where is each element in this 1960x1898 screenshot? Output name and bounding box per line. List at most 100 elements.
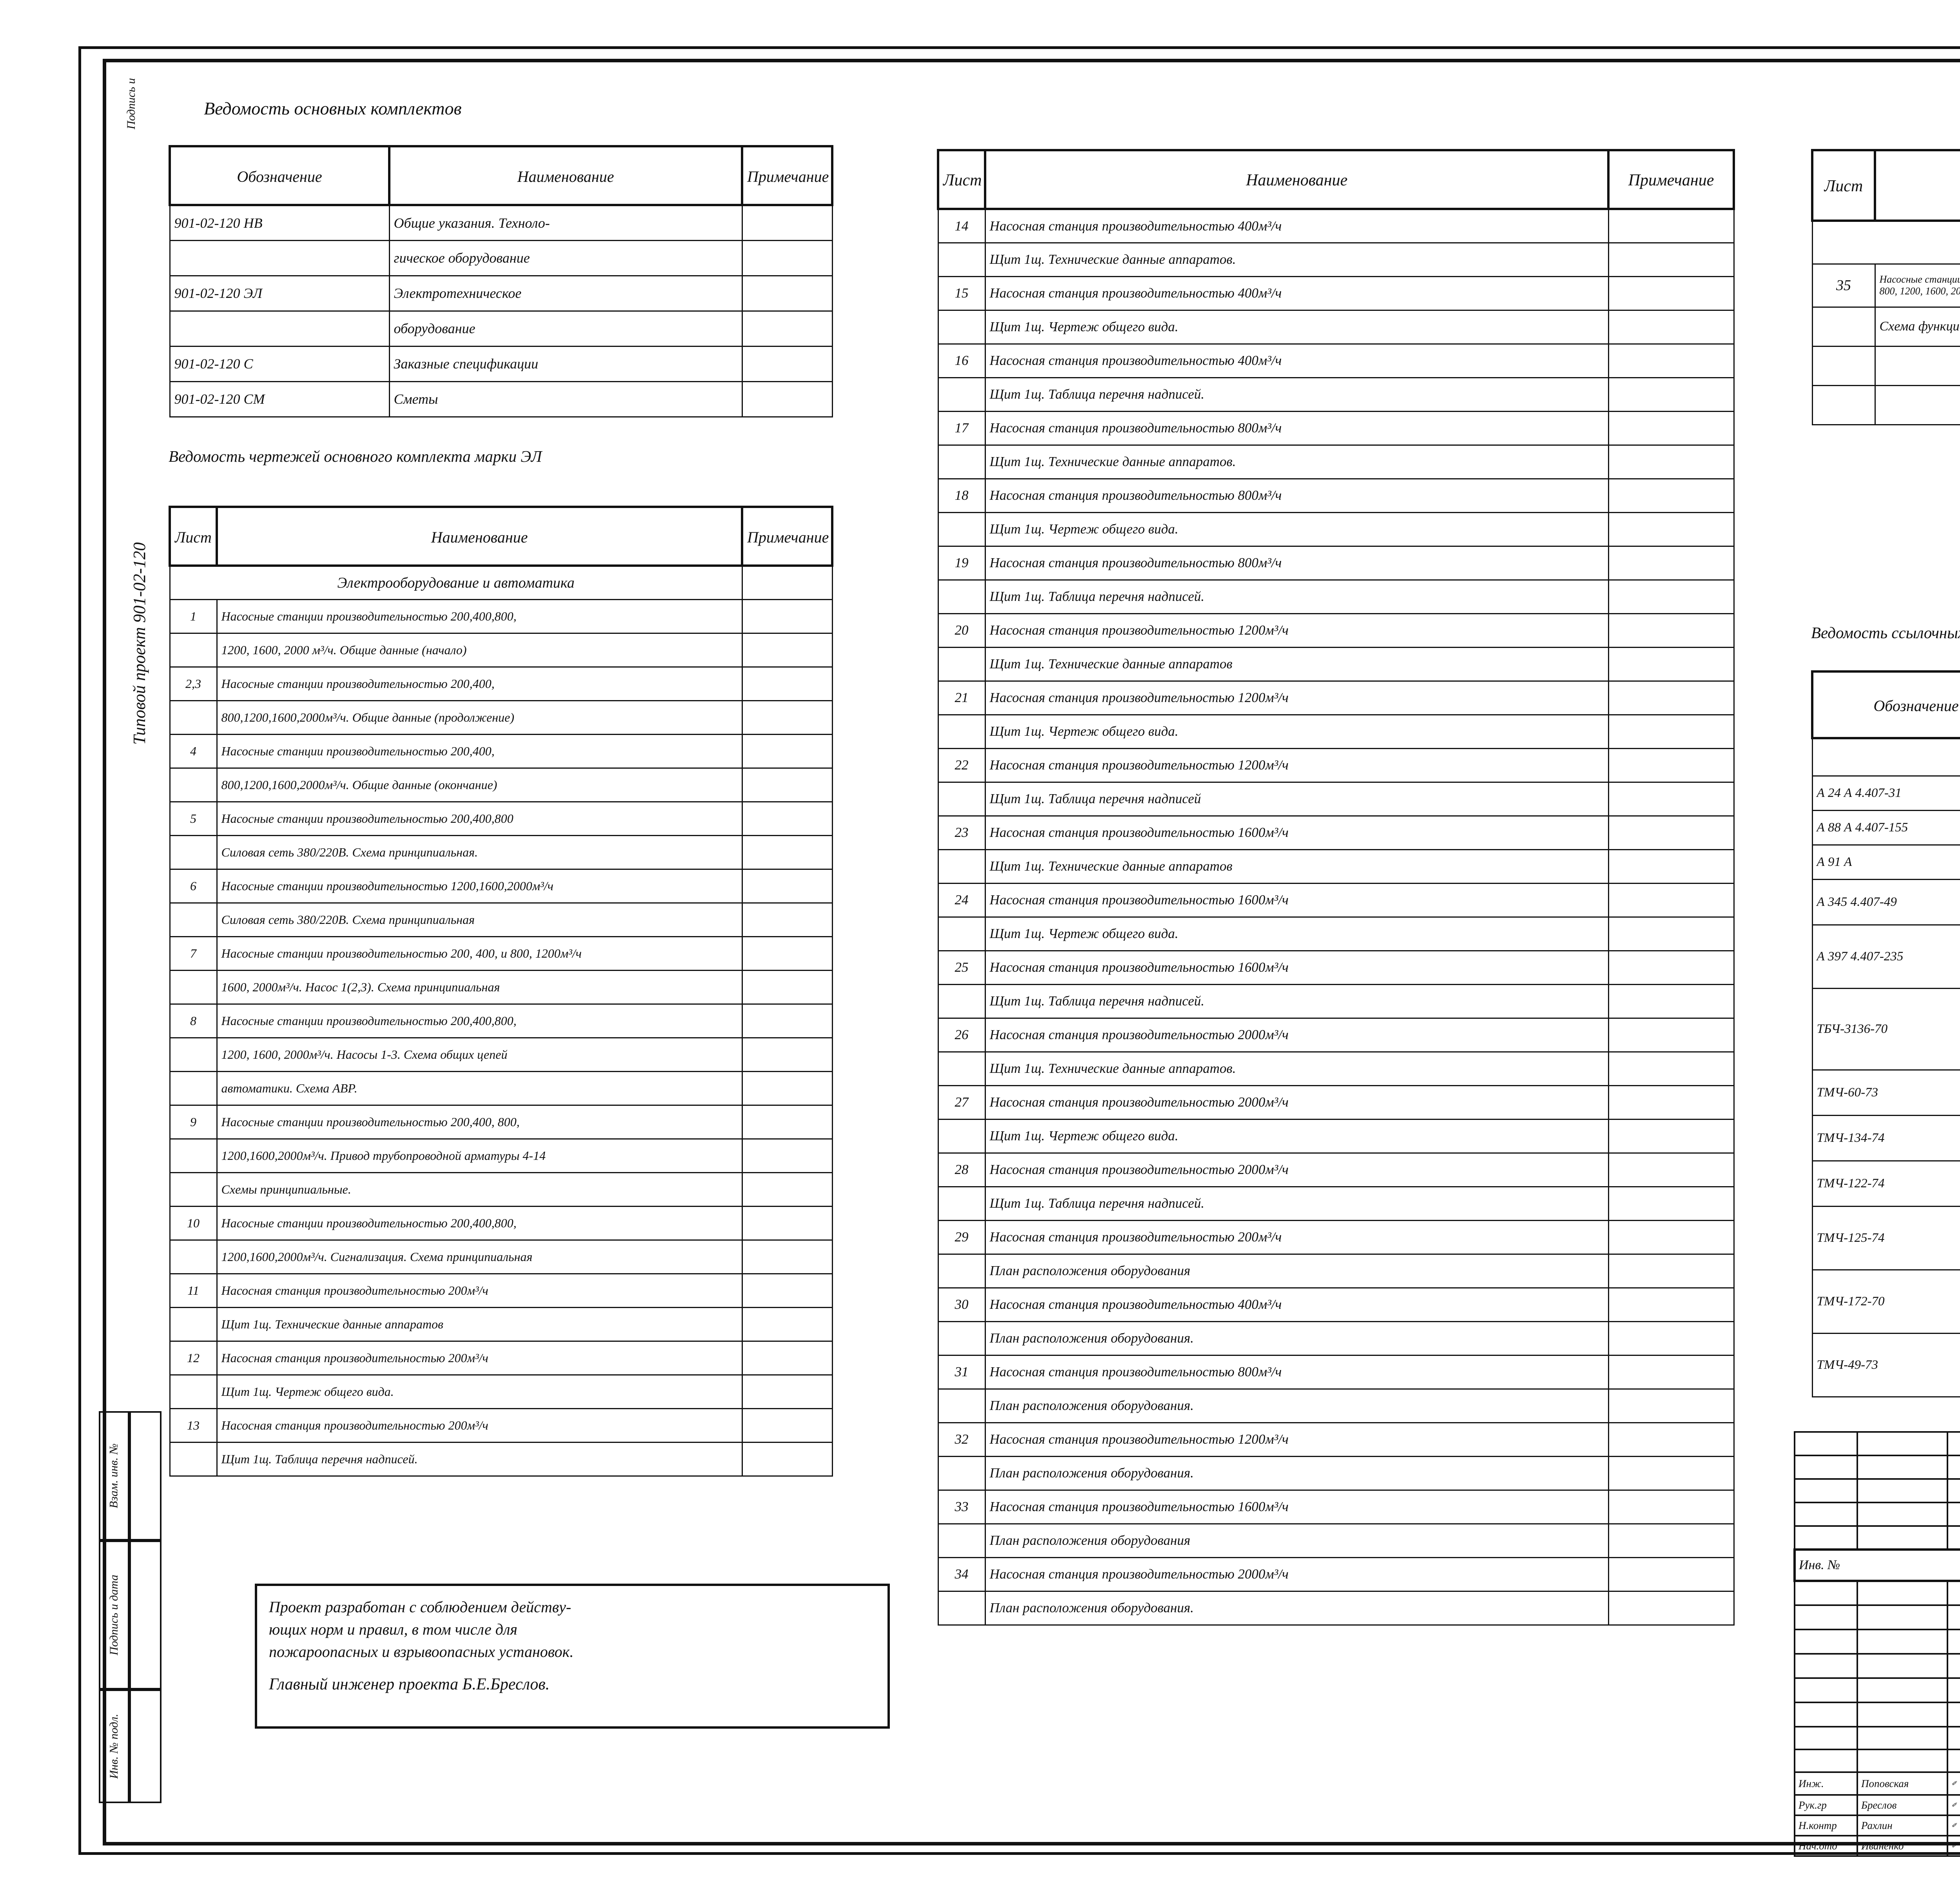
table-row: 13 Насосная станция производительностью 2… <box>169 1408 833 1443</box>
row-name: Насосная станция производительностью 160… <box>984 815 1609 850</box>
row-note <box>741 936 833 971</box>
table-row: 20 Насосная станция производительностью 1… <box>937 613 1735 648</box>
row-note <box>1608 1489 1735 1524</box>
row-name: автоматики. Схема АВР. <box>216 1071 743 1106</box>
row-sheet-number: 6 <box>169 868 218 904</box>
row-sheet-number: 8 <box>169 1003 218 1038</box>
table-row: Щит 1щ. Чертеж общего вида. <box>937 714 1735 749</box>
row-sheet-number: 33 <box>937 1489 986 1524</box>
row-note <box>741 1273 833 1308</box>
table-row: Щит 1щ. Чертеж общего вида. <box>937 916 1735 951</box>
table-row: Щит 1щ. Таблица перечня надписей. <box>169 1441 833 1477</box>
table-row: 24 Насосная станция производительностью 1… <box>937 882 1735 918</box>
complect-note <box>741 345 833 382</box>
middle-sheets-table: Лист Наименование Примечание 14 Насосная ста… <box>937 149 1735 1626</box>
complects-row: гическое оборудование <box>169 240 833 276</box>
row-name: План расположения оборудования. <box>984 1321 1609 1356</box>
sheet-frame-outer <box>78 46 1960 1855</box>
row-sheet-number: 4 <box>169 733 218 769</box>
row-sheet-number: 21 <box>937 680 986 715</box>
table-row: Силовая сеть 380/220В. Схема принципиаль… <box>169 902 833 937</box>
row-note <box>741 1104 833 1140</box>
table-row: 1200, 1600, 2000 м³/ч. Общие данные (нач… <box>169 632 833 668</box>
row-section-header: Электрооборудование и автоматика <box>169 565 743 600</box>
row-sheet-number <box>169 902 218 937</box>
row-name: 1200,1600,2000м³/ч. Привод трубопроводно… <box>216 1138 743 1173</box>
complect-note <box>741 204 833 241</box>
row-name-line-1: 800, 1200, 1600, 2000 м³/час <box>1879 285 1960 297</box>
ref-docs-row: ТМЧ-49-73Термометр манометрическийпоказы… <box>1811 1332 1960 1397</box>
table-row: 8 Насосные станции производительностью 20… <box>169 1003 833 1038</box>
row-name: Насосная станция производительностью 800… <box>984 545 1609 581</box>
table-row: 15 Насосная станция производительностью 4… <box>937 276 1735 311</box>
row-note <box>1608 781 1735 817</box>
row-note <box>1608 377 1735 412</box>
row-note <box>741 1239 833 1274</box>
table-row: План расположения оборудования. <box>937 1388 1735 1423</box>
side-stamp-label-1: Подпись и дата <box>107 1575 120 1655</box>
row-name: Насосная станция производительностью 200… <box>984 1017 1609 1052</box>
ref-docs-row: ТМЧ-60-73Дифманометры типа ДМ.Установка … <box>1811 1069 1960 1116</box>
table-row: 28 Насосная станция производительностью 2… <box>937 1152 1735 1187</box>
ref-code: ТМЧ-172-70 <box>1811 1269 1960 1334</box>
row-name: Насосные станции производительностью 200… <box>216 1205 743 1241</box>
row-sheet-number <box>169 969 218 1005</box>
row-note <box>741 1071 833 1106</box>
row-sheet-number: 18 <box>937 478 986 513</box>
row-note <box>741 1374 833 1409</box>
ref-code: ТМЧ-122-74 <box>1811 1160 1960 1207</box>
row-sheet-number <box>937 579 986 614</box>
row-note <box>1608 579 1735 614</box>
row-note <box>1608 1219 1735 1255</box>
table-row: Щит 1щ. Чертеж общего вида. <box>937 1118 1735 1154</box>
row-name: Щит 1щ. Технические данные аппаратов <box>984 849 1609 884</box>
row-note <box>1608 242 1735 277</box>
row-name: План расположения оборудования. <box>984 1388 1609 1423</box>
tb-name-3: Иваненко <box>1857 1835 1948 1857</box>
table-row: 5 Насосные станции производительностью 20… <box>169 801 833 836</box>
row-name: Щит 1щ. Чертеж общего вида. <box>984 714 1609 749</box>
row-sheet-number: 12 <box>169 1340 218 1375</box>
row-sheet-number <box>169 1441 218 1477</box>
row-name: Насосная станция производительностью 120… <box>984 1422 1609 1457</box>
complect-note <box>741 275 833 312</box>
complect-note <box>741 381 833 417</box>
row-name: Щит 1щ. Чертеж общего вида. <box>984 916 1609 951</box>
row-sheet-number: 9 <box>169 1104 218 1140</box>
row-sheet-number: 27 <box>937 1085 986 1120</box>
row-note <box>1608 1253 1735 1288</box>
table-row: 31 Насосная станция производительностью 8… <box>937 1354 1735 1390</box>
table-row: План расположения оборудования. <box>937 1455 1735 1491</box>
row-sheet-number: 16 <box>937 343 986 378</box>
row-sheet-number: 30 <box>937 1287 986 1322</box>
table-row: Силовая сеть 380/220В. Схема принципиаль… <box>169 835 833 870</box>
row-note <box>741 767 833 802</box>
tb-name-1: Бреслов <box>1857 1794 1948 1816</box>
row-name: План расположения оборудования <box>984 1523 1609 1558</box>
complect-code <box>169 310 390 347</box>
side-stamp-cell-vzam: Взам. инв. № <box>99 1411 129 1541</box>
row-note <box>741 868 833 904</box>
note-line-1: ющих норм и правил, в том числе для <box>269 1620 517 1638</box>
row-note <box>1608 276 1735 311</box>
table-row: 33 Насосная станция производительностью 1… <box>937 1489 1735 1524</box>
row-name: Схема функциональная. <box>1874 306 1960 347</box>
row-note <box>1608 1523 1735 1558</box>
row-sheet-number: 34 <box>937 1557 986 1592</box>
row-name <box>1874 385 1960 425</box>
row-name: Насосная станция производительностью 200… <box>984 1219 1609 1255</box>
row-note <box>741 565 833 600</box>
row-name: Щит 1щ. Чертеж общего вида. <box>984 512 1609 547</box>
table-row: 32 Насосная станция производительностью 1… <box>937 1422 1735 1457</box>
side-stamp-label-2: Инв. № подл. <box>107 1714 120 1779</box>
row-note <box>1608 849 1735 884</box>
row-name: Щит 1щ. Таблица перечня надписей. <box>984 983 1609 1019</box>
ref-docs-row: ТМЧ-172-70Термометр манометрический уста… <box>1811 1269 1960 1334</box>
row-name: Насосные станции производительностью 200… <box>1874 263 1960 308</box>
ref-code: А 24 А 4.407-31 <box>1811 775 1960 811</box>
complect-name: Электротехническое <box>388 275 743 312</box>
column-header-2: Примечание <box>741 145 833 206</box>
row-note <box>741 1441 833 1477</box>
